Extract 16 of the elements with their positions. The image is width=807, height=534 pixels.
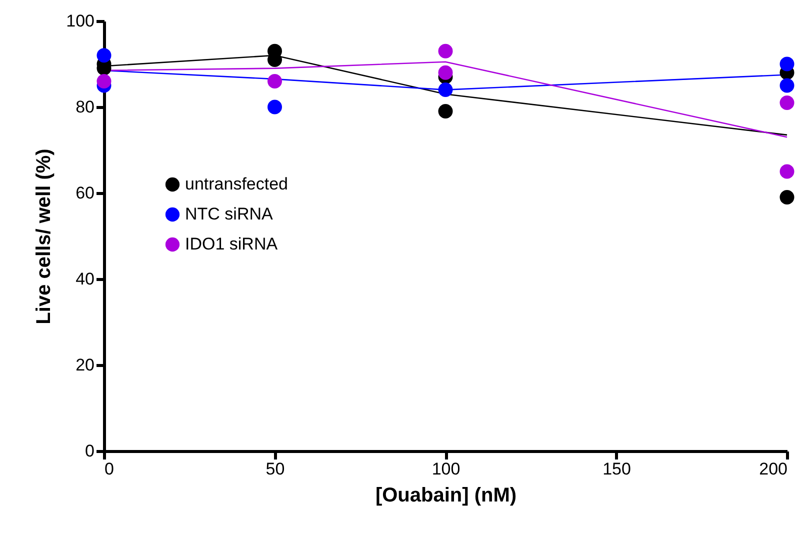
- x-axis-title: [Ouabain] (nM): [375, 484, 517, 506]
- y-tick-label: 100: [66, 12, 94, 30]
- x-tick-label: 100: [432, 460, 460, 478]
- y-tick-label: 0: [85, 442, 94, 460]
- legend-label: untransfected: [185, 174, 288, 194]
- x-tick-label: 150: [602, 460, 631, 478]
- y-axis-title: Live cells/ well (%): [33, 148, 56, 324]
- y-tick-label: 20: [76, 356, 94, 374]
- y-tick-label: 40: [76, 270, 94, 288]
- x-tick-label: 200: [759, 460, 788, 478]
- x-tick-label: 50: [266, 460, 285, 478]
- legend-label: NTC siRNA: [185, 204, 274, 224]
- y-tick-label: 60: [76, 184, 94, 202]
- y-tick-label: 80: [76, 98, 94, 116]
- x-tick-label: 0: [104, 460, 114, 478]
- legend-label: IDO1 siRNA: [185, 234, 278, 254]
